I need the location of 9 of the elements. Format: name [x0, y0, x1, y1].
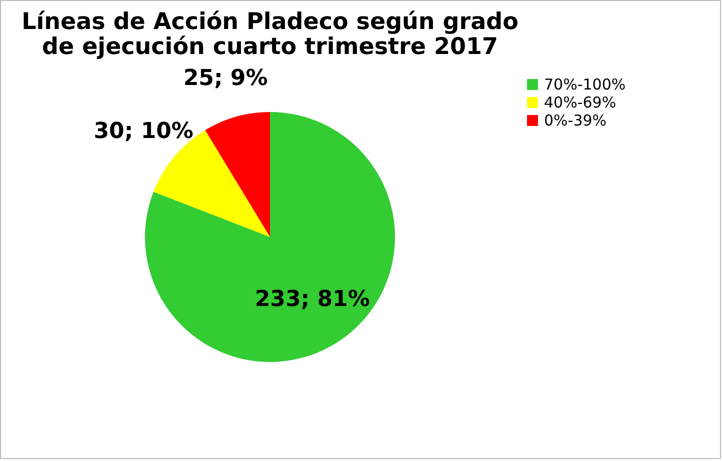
legend-label: 40%-69%: [544, 94, 616, 112]
data-label: 25; 9%: [183, 66, 268, 92]
pie-slice: [205, 112, 270, 237]
data-label: 30; 10%: [94, 118, 194, 144]
legend-label: 0%-39%: [544, 112, 607, 130]
pie-slice: [145, 112, 395, 362]
data-label: 233; 81%: [254, 286, 370, 312]
chart-title: Líneas de Acción Pladeco según grado de ejecución cuarto trimestre 2017: [22, 9, 518, 60]
legend-label: 70%-100%: [544, 76, 626, 94]
